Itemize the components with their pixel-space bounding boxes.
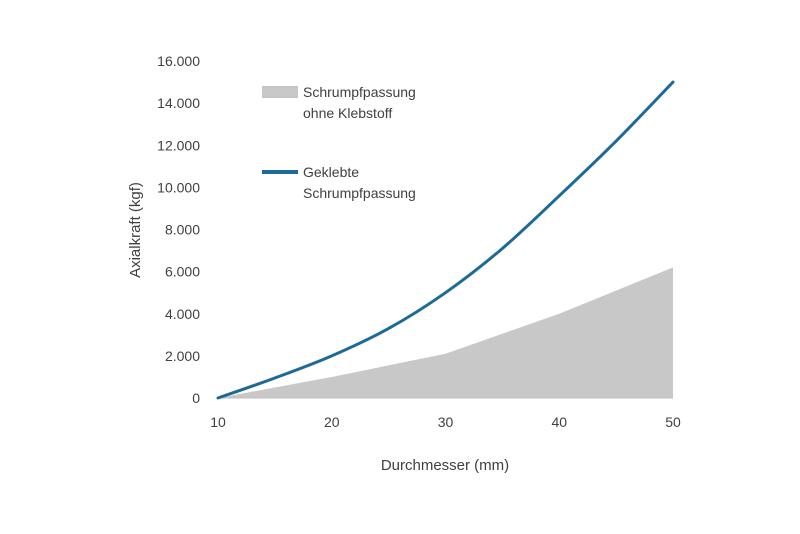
y-tick-label: 12.000 [157, 137, 200, 153]
y-tick-label: 2.000 [165, 348, 200, 364]
y-axis-title: Axialkraft (kgf) [127, 182, 144, 278]
x-tick-labels: 10 20 30 40 50 [210, 414, 681, 430]
y-tick-label: 6.000 [165, 264, 200, 280]
y-tick-label: 0 [192, 390, 200, 406]
area-layer [218, 267, 673, 398]
y-tick-label: 14.000 [157, 95, 200, 111]
x-tick-label: 20 [324, 414, 340, 430]
x-tick-label: 50 [665, 414, 681, 430]
legend: Schrumpfpassung ohne Klebstoff Geklebte Sch… [262, 84, 416, 201]
legend-label: ohne Klebstoff [303, 105, 392, 121]
y-tick-label: 8.000 [165, 222, 200, 238]
legend-label: Geklebte [303, 164, 359, 180]
line-layer [216, 80, 675, 400]
x-axis-title: Durchmesser (mm) [381, 457, 509, 474]
y-tick-label: 16.000 [157, 53, 200, 69]
y-tick-label: 10.000 [157, 179, 200, 195]
y-tick-label: 4.000 [165, 306, 200, 322]
legend-label: Schrumpfpassung [303, 84, 416, 100]
x-tick-label: 30 [438, 414, 454, 430]
series-line-1 [216, 80, 675, 400]
x-tick-label: 40 [551, 414, 567, 430]
legend-label: Schrumpfpassung [303, 185, 416, 201]
series-area-0 [218, 267, 673, 398]
x-tick-label: 10 [210, 414, 226, 430]
y-tick-labels: 0 2.000 4.000 6.000 8.000 10.000 12.000 14.000 1… [157, 53, 200, 406]
legend-swatch-area [262, 86, 298, 98]
